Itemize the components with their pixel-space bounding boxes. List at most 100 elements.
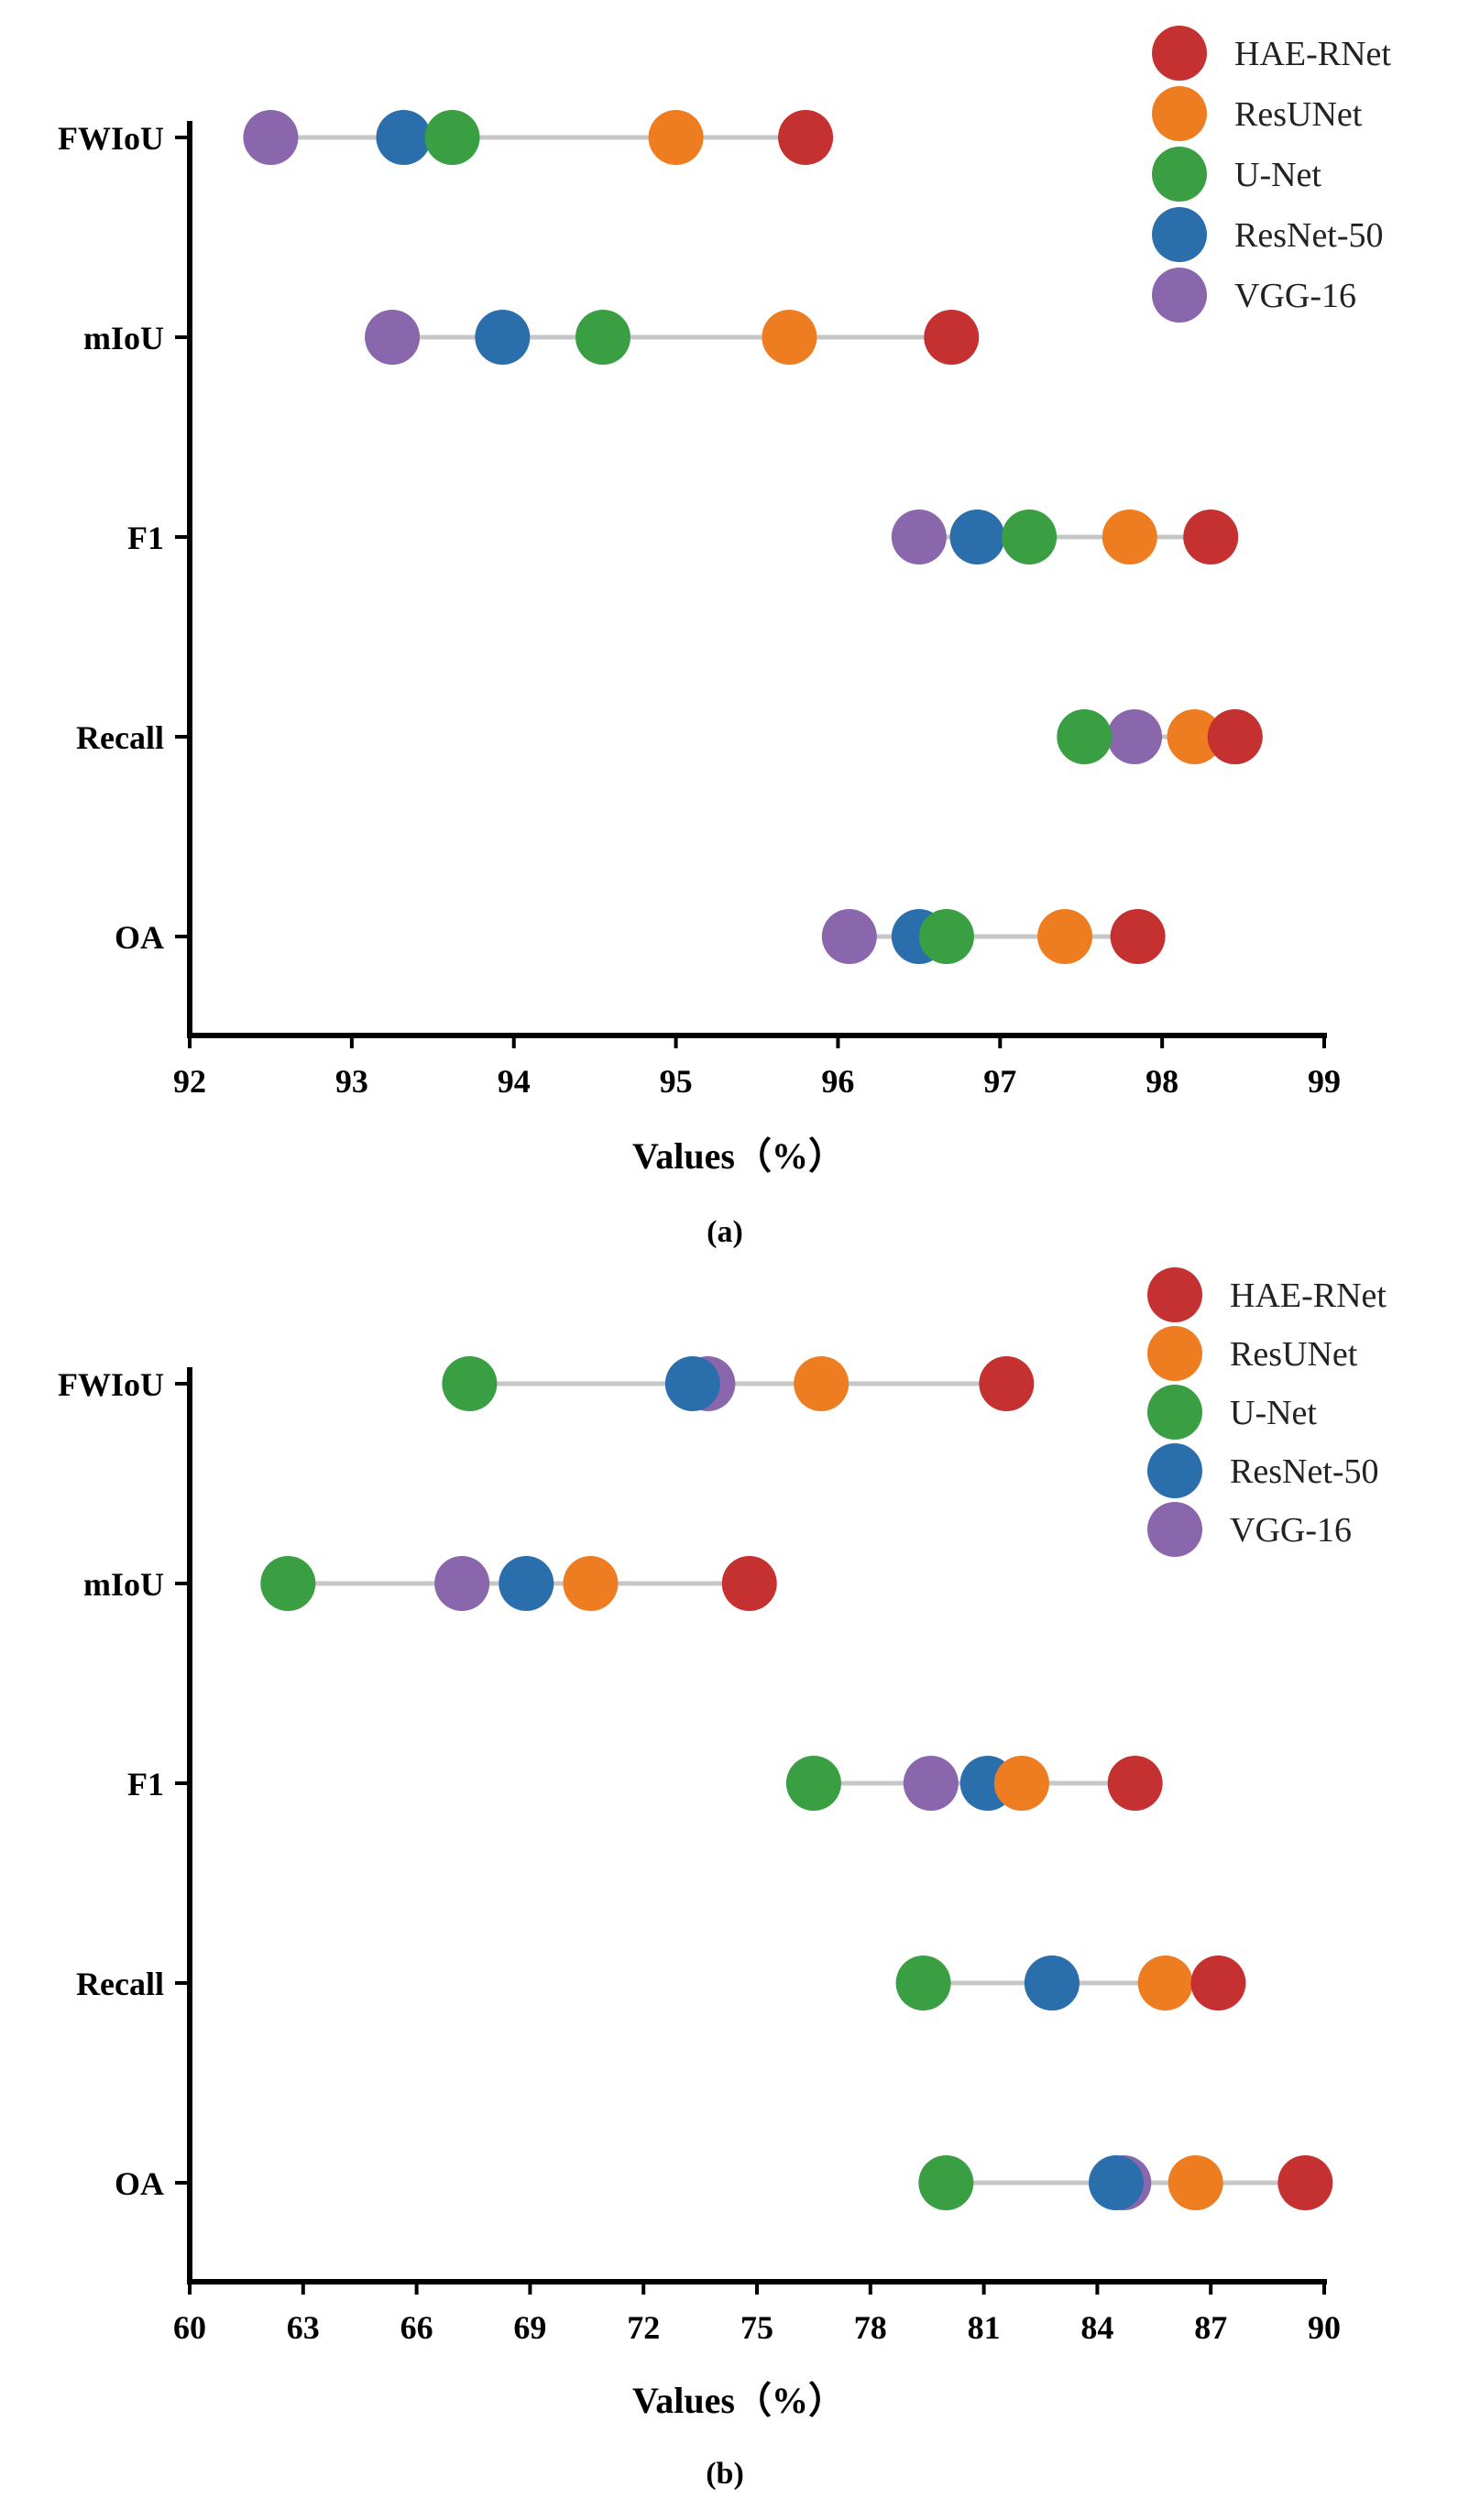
panel-b-y-ticks: FWIoU mIoU F1 Recall OA [58,1366,190,2202]
data-point-hae-rnet [1277,2155,1333,2210]
x-tick-label: 72 [627,2309,660,2346]
y-tick-label: FWIoU [58,120,164,157]
legend-marker [1147,1326,1202,1381]
legend-marker [1152,268,1207,323]
legend-marker [1147,1502,1202,1557]
panel-b-x-ticks: 60 63 66 69 72 75 78 81 84 87 90 [173,2282,1341,2346]
panel-a-axes [187,121,1327,1038]
data-point-hae-rnet [721,1556,777,1611]
x-tick-label: 69 [513,2309,546,2346]
legend-label: ResUNet [1234,95,1363,134]
data-point-resnet-50 [475,310,531,365]
panel-a-connectors [270,135,1235,939]
panel-a-caption: (a) [707,1215,743,1249]
x-tick-label: 75 [740,2309,773,2346]
y-tick-label: Recall [76,719,164,756]
data-point-resunet [794,1356,850,1411]
data-point-hae-rnet [1110,909,1166,964]
x-tick-label: 99 [1308,1063,1341,1100]
x-tick-label: 93 [335,1063,368,1100]
data-point-vgg-16 [434,1556,490,1611]
x-tick-label: 84 [1080,2309,1113,2346]
data-point-u-net [575,310,630,365]
data-point-resunet [563,1556,619,1611]
panel-b-axes [187,1367,1327,2284]
legend-marker [1147,1443,1202,1498]
y-tick-label: FWIoU [58,1366,164,1403]
x-tick-label: 63 [287,2309,320,2346]
data-point-vgg-16 [1107,709,1163,764]
data-point-hae-rnet [778,110,834,165]
data-point-u-net [918,909,974,964]
legend-label: ResNet-50 [1234,216,1384,255]
panel-a-points [243,110,1263,964]
data-point-u-net [442,1356,498,1411]
data-point-resnet-50 [1024,1956,1080,2011]
legend-marker [1152,207,1207,262]
legend-label: HAE-RNet [1234,35,1391,73]
x-tick-label: 98 [1146,1063,1178,1100]
y-tick-label: OA [115,919,164,956]
legend-label: U-Net [1234,156,1321,194]
legend-marker [1152,147,1207,202]
legend-marker [1147,1385,1202,1440]
legend-label: VGG-16 [1230,1511,1352,1550]
x-tick-label: 90 [1308,2309,1341,2346]
legend-label: ResNet-50 [1230,1452,1379,1491]
data-point-vgg-16 [243,110,299,165]
x-tick-label: 66 [400,2309,433,2346]
data-point-u-net [1057,709,1113,764]
data-point-resnet-50 [949,509,1005,564]
legend-marker [1147,1267,1202,1322]
data-point-resnet-50 [499,1556,554,1611]
x-tick-label: 81 [968,2309,1001,2346]
data-point-resnet-50 [1089,2155,1145,2210]
panel-b: 60 63 66 69 72 75 78 81 84 87 90 FWIoU mIoU F1 Recall… [58,1267,1387,2491]
x-tick-label: 94 [498,1063,531,1100]
data-point-vgg-16 [821,909,877,964]
data-point-resnet-50 [376,110,432,165]
data-point-resunet [1037,909,1093,964]
legend-label: ResUNet [1230,1335,1358,1374]
data-point-hae-rnet [924,310,980,365]
data-point-resnet-50 [664,1356,720,1411]
data-point-u-net [1002,509,1058,564]
panel-a-legend: HAE-RNet ResUNet U-Net ResNet-50 VGG-16 [1152,26,1391,323]
x-tick-label: 95 [660,1063,693,1100]
panel-b-legend: HAE-RNet ResUNet U-Net ResNet-50 VGG-16 [1147,1267,1387,1557]
legend-marker [1152,86,1207,141]
x-tick-label: 92 [173,1063,206,1100]
x-tick-label: 96 [821,1063,854,1100]
y-tick-label: Recall [76,1966,164,2002]
panel-b-points [260,1356,1333,2210]
y-tick-label: mIoU [83,320,164,356]
y-tick-label: F1 [127,1766,164,1802]
data-point-resunet [762,310,817,365]
data-point-hae-rnet [1190,1956,1246,2011]
legend-label: VGG-16 [1234,277,1356,315]
data-point-resunet [1137,1956,1193,2011]
data-point-u-net [918,2155,974,2210]
data-point-vgg-16 [903,1756,959,1811]
panel-b-x-label: Values（%） [632,2380,845,2421]
y-tick-label: F1 [127,520,164,556]
data-point-u-net [424,110,480,165]
data-point-hae-rnet [1107,1756,1163,1811]
x-tick-label: 87 [1194,2309,1227,2346]
data-point-resunet [648,110,704,165]
x-tick-label: 97 [983,1063,1016,1100]
panel-a: 92 93 94 95 96 97 98 99 FWIoU mIoU F1 Recall OA HAE… [58,26,1391,1249]
data-point-resunet [1167,709,1222,764]
data-point-u-net [895,1956,951,2011]
data-point-resunet [1168,2155,1223,2210]
data-point-resunet [1102,509,1157,564]
data-point-u-net [785,1756,841,1811]
y-tick-label: OA [115,2165,164,2202]
data-point-hae-rnet [1207,709,1263,764]
panel-a-y-ticks: FWIoU mIoU F1 Recall OA [58,120,190,956]
panel-b-caption: (b) [706,2457,744,2491]
data-point-hae-rnet [979,1356,1035,1411]
panel-a-x-ticks: 92 93 94 95 96 97 98 99 [173,1035,1341,1100]
data-point-resunet [993,1756,1049,1811]
